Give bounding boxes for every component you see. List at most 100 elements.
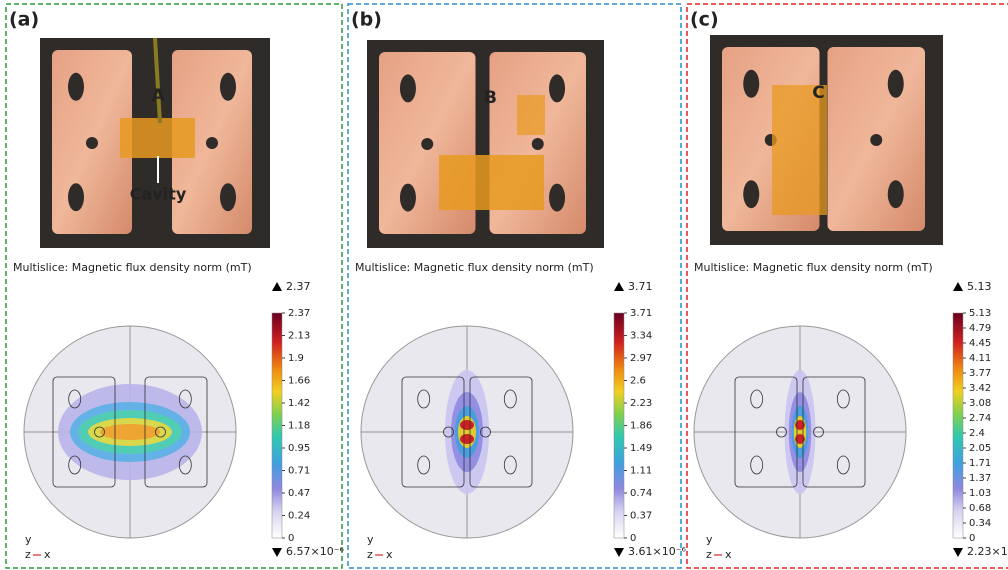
colorbar-tick-label: 5.13 [969, 308, 991, 319]
colorbar-tick-label: 1.42 [288, 398, 310, 409]
colorbar-tick-label: 3.77 [969, 368, 991, 379]
panel: (a) Cavity A Multislice: Magnetic flux dens… [6, 4, 345, 568]
colorbar-tick-label: 1.71 [969, 458, 991, 469]
axis-y-label: y [25, 533, 32, 546]
field-peak [460, 434, 474, 444]
colorbar-tick-label: 3.42 [969, 383, 991, 394]
plate-hole [206, 137, 218, 149]
colorbar-tick-label: 1.37 [969, 473, 991, 484]
colorbar-tick-label: 0.37 [630, 511, 652, 522]
photo-label: C [812, 83, 824, 103]
colorbar-tick-label: 2.6 [630, 376, 646, 387]
axis-x-label: x [386, 548, 393, 561]
plate-hole [220, 73, 236, 101]
axis-z-label: z [367, 548, 373, 561]
plate-hole [532, 138, 544, 150]
photo-note: Cavity [130, 185, 187, 204]
plate-hole [421, 138, 433, 150]
colorbar-tick-label: 1.49 [630, 443, 652, 454]
axis-z-label: z [706, 548, 712, 561]
plate-hole [68, 183, 84, 211]
plate-hole [220, 183, 236, 211]
axis-y-label: y [367, 533, 374, 546]
panel-label: (b) [351, 9, 382, 31]
min-marker [953, 548, 963, 557]
min-marker [272, 548, 282, 557]
panel-label: (a) [9, 9, 39, 31]
figure: (a) Cavity A Multislice: Magnetic flux dens… [0, 0, 1008, 570]
colorbar-tick-label: 2.23 [630, 398, 652, 409]
min-label: 2.23×10⁻⁶ [967, 545, 1008, 558]
colorbar-tick-label: 2.37 [288, 308, 310, 319]
plate-hole [68, 73, 84, 101]
min-label: 6.57×10⁻⁶ [286, 545, 345, 558]
plate-hole [400, 184, 416, 212]
max-label: 5.13 [967, 280, 992, 293]
axis-x-label: x [725, 548, 732, 561]
colorbar-tick-label: 1.11 [630, 466, 652, 477]
plate-hole [400, 74, 416, 102]
colorbar-tick-label: 0.95 [288, 443, 310, 454]
colorbar-tick-label: 1.18 [288, 421, 310, 432]
colorbar-tick-label: 0 [969, 533, 975, 544]
tape [772, 85, 827, 215]
colorbar [953, 313, 963, 538]
colorbar-tick-label: 0.34 [969, 518, 991, 529]
max-marker [272, 282, 282, 291]
axis-z-label: z [25, 548, 31, 561]
plate-hole [743, 70, 759, 98]
plate-hole [86, 137, 98, 149]
max-label: 2.37 [286, 280, 311, 293]
colorbar-tick-label: 0.47 [288, 488, 310, 499]
colorbar [614, 313, 624, 538]
colorbar-tick-label: 1.86 [630, 421, 652, 432]
photo-label: A [151, 86, 165, 106]
panel: (c)CMultislice: Magnetic flux density no… [687, 4, 1008, 568]
plate-hole [888, 70, 904, 98]
colorbar-tick-label: 0.71 [288, 466, 310, 477]
colorbar-tick-label: 2.13 [288, 331, 310, 342]
field-peak [795, 434, 805, 444]
colorbar-tick-label: 3.08 [969, 398, 991, 409]
field-peak [460, 420, 474, 430]
min-marker [614, 548, 624, 557]
colorbar [272, 313, 282, 538]
colorbar-tick-label: 2.05 [969, 443, 991, 454]
max-label: 3.71 [628, 280, 653, 293]
field-contour [100, 424, 160, 440]
colorbar-tick-label: 1.03 [969, 488, 991, 499]
colorbar-tick-label: 0.24 [288, 511, 310, 522]
plot-title: Multislice: Magnetic flux density norm (… [13, 261, 252, 274]
max-marker [953, 282, 963, 291]
tape [517, 95, 545, 135]
colorbar-tick-label: 2.97 [630, 353, 652, 364]
colorbar-tick-label: 3.34 [630, 331, 652, 342]
colorbar-tick-label: 0 [630, 533, 636, 544]
colorbar-tick-label: 1.66 [288, 376, 310, 387]
plate-hole [549, 184, 565, 212]
plot-title: Multislice: Magnetic flux density norm (… [355, 261, 594, 274]
colorbar-tick-label: 0.68 [969, 503, 991, 514]
panel: (b) B Multislice: Magnetic flux density no… [348, 4, 687, 568]
plate-hole [743, 180, 759, 208]
page: (a) Cavity A Multislice: Magnetic flux dens… [0, 0, 1008, 570]
field-peak [795, 420, 805, 430]
colorbar-tick-label: 0 [288, 533, 294, 544]
photo-label: B [484, 88, 497, 108]
colorbar-tick-label: 1.9 [288, 353, 304, 364]
colorbar-tick-label: 2.4 [969, 428, 985, 439]
plate-hole [888, 180, 904, 208]
colorbar-tick-label: 2.74 [969, 413, 991, 424]
plate-hole [870, 134, 882, 146]
panel-label: (c) [690, 9, 719, 31]
colorbar-tick-label: 0.74 [630, 488, 652, 499]
max-marker [614, 282, 624, 291]
tape [439, 155, 544, 210]
plate-hole [549, 74, 565, 102]
axis-y-label: y [706, 533, 713, 546]
colorbar-tick-label: 3.71 [630, 308, 652, 319]
axis-x-label: x [44, 548, 51, 561]
colorbar-tick-label: 4.11 [969, 353, 991, 364]
colorbar-tick-label: 4.45 [969, 338, 991, 349]
colorbar-tick-label: 4.79 [969, 323, 991, 334]
